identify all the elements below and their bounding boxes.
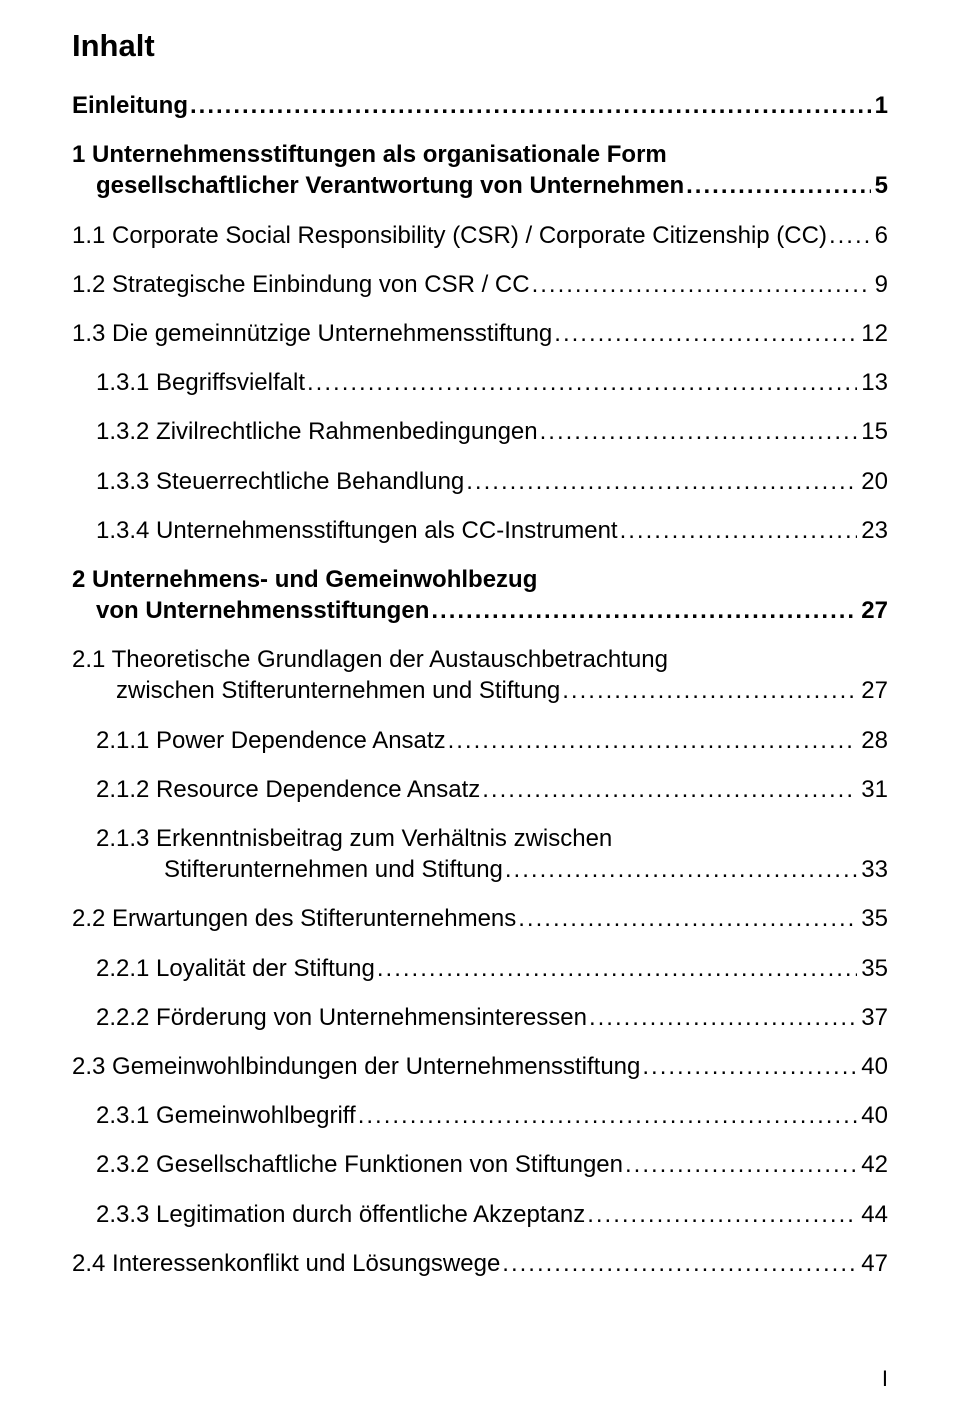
toc-dot-leader [552,318,857,349]
toc-heading: 2 Unternehmens- und Gemeinwohlbezug [72,564,888,595]
toc-entry-label: gesellschaftlicher Verantwortung von Unt… [72,170,684,201]
toc-entry-label: 2.3 Gemeinwohlbindungen der Unternehmens… [72,1051,640,1082]
toc-dot-leader [623,1149,857,1180]
toc-entry: 2.2.2 Förderung von Unternehmensinteress… [72,1002,888,1033]
toc-entry-label: 1.1 Corporate Social Responsibility (CSR… [72,220,827,251]
toc-entry-label: zwischen Stifterunternehmen und Stiftung [72,675,560,706]
toc-entry-page: 35 [857,903,888,934]
toc-dot-leader [516,903,857,934]
toc-entry: 2.3.1 Gemeinwohlbegriff 40 [72,1100,888,1131]
toc-entry: gesellschaftlicher Verantwortung von Unt… [72,170,888,201]
toc-entry: Stifterunternehmen und Stiftung 33 [72,854,888,885]
toc-entry-page: 5 [871,170,888,201]
toc-entry-page: 40 [857,1051,888,1082]
toc-entry: 1.1 Corporate Social Responsibility (CSR… [72,220,888,251]
toc-entry: 2.2.1 Loyalität der Stiftung 35 [72,953,888,984]
page: Inhalt Einleitung 1 1 Unternehmensstiftung… [0,0,960,1420]
toc-entry-label: 2.1.1 Power Dependence Ansatz [96,725,446,756]
toc-entry-label: 2.3.1 Gemeinwohlbegriff [96,1100,356,1131]
toc-entry: von Unternehmensstiftungen 27 [72,595,888,626]
toc-entry-page: 6 [871,220,888,251]
toc-dot-leader [464,466,857,497]
toc-entry-label: 1.3.4 Unternehmensstiftungen als CC-Inst… [96,515,618,546]
toc-entry: 2.1.1 Power Dependence Ansatz 28 [72,725,888,756]
toc-entry-page: 42 [857,1149,888,1180]
page-footer-number: I [882,1366,888,1392]
toc-subheading: 2.1.3 Erkenntnisbeitrag zum Verhältnis z… [72,823,888,854]
toc-entry: 1.3.4 Unternehmensstiftungen als CC-Inst… [72,515,888,546]
toc-entry: 2.2 Erwartungen des Stifterunternehmens 3… [72,903,888,934]
toc-entry: 2.4 Interessenkonflikt und Lösungswege 47 [72,1248,888,1279]
toc-dot-leader [640,1051,857,1082]
toc-entry: 1.3.3 Steuerrechtliche Behandlung 20 [72,466,888,497]
toc-entry-label: Einleitung [72,90,188,121]
toc-entry-page: 44 [857,1199,888,1230]
toc-entry-page: 31 [857,774,888,805]
toc-heading: 1 Unternehmensstiftungen als organisatio… [72,139,888,170]
page-title: Inhalt [72,28,888,64]
toc-entry: 1.3.2 Zivilrechtliche Rahmenbedingungen 1… [72,416,888,447]
toc-dot-leader [585,1199,857,1230]
toc-entry-label: 1.3 Die gemeinnützige Unternehmensstiftu… [72,318,552,349]
toc-entry: 1.3.1 Begriffsvielfalt 13 [72,367,888,398]
toc-entry-label: 2.2.1 Loyalität der Stiftung [96,953,375,984]
toc-entry-page: 40 [857,1100,888,1131]
toc-entry-label: 2.2.2 Förderung von Unternehmensinteress… [96,1002,587,1033]
toc-entry-label: 2.4 Interessenkonflikt und Lösungswege [72,1248,500,1279]
toc-entry-label: 2.3.2 Gesellschaftliche Funktionen von S… [96,1149,623,1180]
toc-entry-label: 2.1.2 Resource Dependence Ansatz [96,774,480,805]
toc-entry-label: Stifterunternehmen und Stiftung [96,854,503,885]
toc-entry-label: von Unternehmensstiftungen [72,595,429,626]
toc-entry-label: 1.2 Strategische Einbindung von CSR / CC [72,269,530,300]
toc-entry-page: 33 [857,854,888,885]
toc-dot-leader [188,90,871,121]
toc-dot-leader [827,220,871,251]
toc-subheading: 2.1 Theoretische Grundlagen der Austausc… [72,644,888,675]
toc-dot-leader [684,170,871,201]
toc-dot-leader [446,725,858,756]
toc-entry-label: 2.3.3 Legitimation durch öffentliche Akz… [96,1199,585,1230]
toc-entry-page: 20 [857,466,888,497]
toc-entry: 2.3.2 Gesellschaftliche Funktionen von S… [72,1149,888,1180]
toc-dot-leader [503,854,857,885]
toc-dot-leader [500,1248,857,1279]
toc-entry-page: 47 [857,1248,888,1279]
toc-entry: 2.3.3 Legitimation durch öffentliche Akz… [72,1199,888,1230]
toc-dot-leader [305,367,857,398]
toc-entry: zwischen Stifterunternehmen und Stiftung… [72,675,888,706]
toc-entry: 1.2 Strategische Einbindung von CSR / CC… [72,269,888,300]
toc-dot-leader [587,1002,857,1033]
toc-entry-page: 23 [857,515,888,546]
toc-entry-page: 28 [857,725,888,756]
toc-dot-leader [538,416,858,447]
toc-entry: 1.3 Die gemeinnützige Unternehmensstiftu… [72,318,888,349]
toc-entry: 2.3 Gemeinwohlbindungen der Unternehmens… [72,1051,888,1082]
toc-dot-leader [480,774,857,805]
toc-entry-page: 27 [857,675,888,706]
toc-dot-leader [530,269,871,300]
toc-entry-page: 1 [871,90,888,121]
toc-entry-page: 35 [857,953,888,984]
toc-dot-leader [429,595,857,626]
toc-entry-page: 37 [857,1002,888,1033]
toc-entry-label: 1.3.2 Zivilrechtliche Rahmenbedingungen [96,416,538,447]
toc-entry: Einleitung 1 [72,90,888,121]
toc-dot-leader [375,953,857,984]
toc-entry-page: 15 [857,416,888,447]
toc-dot-leader [560,675,857,706]
toc-entry-page: 9 [871,269,888,300]
table-of-contents: Einleitung 1 1 Unternehmensstiftungen als … [72,90,888,1279]
toc-entry-page: 27 [857,595,888,626]
toc-entry-page: 13 [857,367,888,398]
toc-entry: 2.1.2 Resource Dependence Ansatz 31 [72,774,888,805]
toc-entry-label: 2.2 Erwartungen des Stifterunternehmens [72,903,516,934]
toc-dot-leader [356,1100,858,1131]
toc-entry-label: 1.3.3 Steuerrechtliche Behandlung [96,466,464,497]
toc-entry-label: 1.3.1 Begriffsvielfalt [96,367,305,398]
toc-entry-page: 12 [857,318,888,349]
toc-dot-leader [618,515,858,546]
